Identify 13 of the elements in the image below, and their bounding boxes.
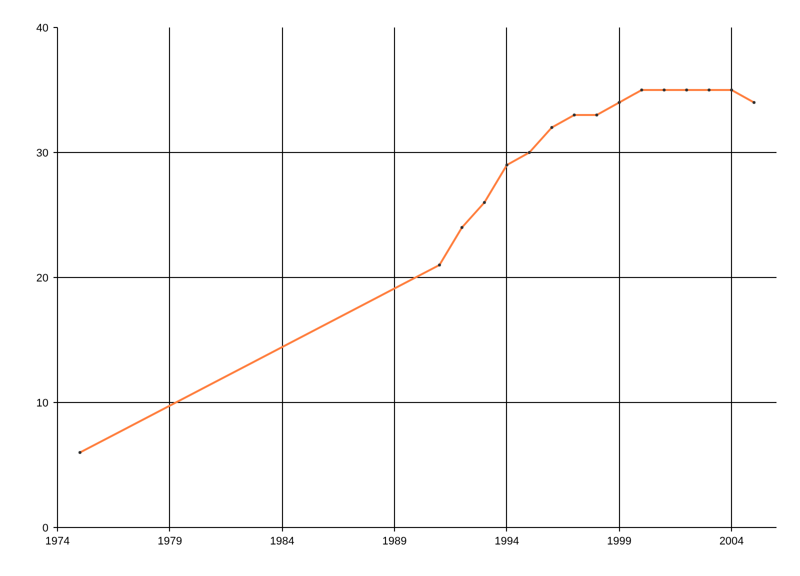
y-tick-label: 20	[36, 272, 49, 284]
x-tick-label: 1979	[158, 536, 182, 548]
x-tick-label: 2004	[719, 536, 744, 548]
x-tick-label: 1994	[494, 536, 520, 548]
x-tick-label: 1999	[606, 536, 632, 548]
x-tick-label: 1984	[270, 536, 294, 548]
line-series	[78, 88, 756, 454]
x-tick-label: 1974	[45, 536, 70, 548]
x-tick-label: 1989	[382, 536, 407, 548]
y-tick-label: 30	[36, 148, 49, 160]
y-tick-label: 40	[36, 22, 49, 34]
y-tick-label: 0	[42, 522, 49, 534]
y-tick-label: 10	[36, 398, 49, 410]
